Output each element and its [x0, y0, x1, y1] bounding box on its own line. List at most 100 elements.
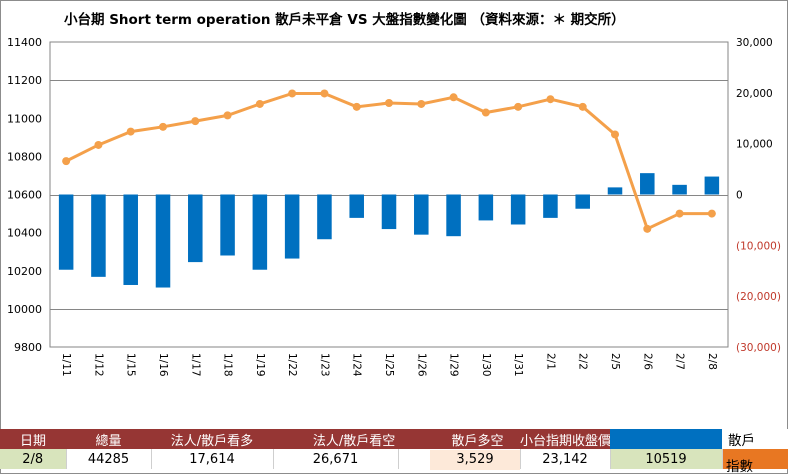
index-point-2/7: [675, 209, 684, 218]
x-tick-label: 2/5: [609, 353, 621, 370]
x-tick-label: 1/24: [351, 353, 363, 377]
x-tick-label: 2/7: [674, 353, 686, 370]
index-point-1/15: [126, 127, 135, 136]
bar-1/24: [349, 194, 364, 218]
bar-1/30: [478, 194, 494, 221]
cell-close: 10519: [610, 449, 723, 469]
index-point-1/22: [288, 89, 297, 98]
x-tick-label: 1/22: [286, 353, 298, 377]
cell-total: 44285: [66, 449, 152, 469]
x-tick-label: 1/26: [415, 353, 427, 377]
bar-2/1: [543, 194, 558, 218]
line-series: [62, 89, 716, 233]
index-point-2/8: [707, 209, 716, 218]
index-point-1/24: [352, 102, 361, 111]
x-axis-ticks: 1/11 1/12 1/15 1/16 1/17 1/18 1/19 1/22 1/23 1/24…: [60, 353, 718, 377]
cell-long-retail: 26,671: [273, 449, 399, 469]
bar-2/5: [607, 187, 623, 195]
bar-1/25: [381, 194, 397, 230]
legend-swatch-index: [722, 449, 788, 469]
left-tick-label: 11000: [7, 112, 42, 125]
bar-1/16: [155, 194, 171, 288]
legend-swatch-retail: [610, 429, 723, 449]
left-tick-label: 10800: [7, 150, 42, 163]
index-point-1/31: [514, 102, 523, 111]
right-tick-label: 20,000: [736, 88, 773, 100]
x-tick-label: 1/15: [125, 353, 137, 377]
bar-2/7: [672, 184, 687, 195]
bar-1/11: [58, 194, 74, 270]
bar-1/23: [317, 194, 332, 240]
left-tick-label: 10400: [7, 227, 42, 240]
bar-1/12: [91, 194, 106, 277]
right-tick-label: 10,000: [736, 139, 773, 151]
plot-area: [49, 41, 729, 348]
index-point-1/25: [385, 99, 393, 107]
x-tick-label: 1/19: [254, 353, 266, 377]
x-tick-label: 1/17: [189, 353, 201, 377]
cell-retail-net: 3,529: [430, 450, 520, 470]
x-tick-label: 1/29: [448, 353, 460, 377]
x-tick-label: 2/1: [544, 353, 556, 370]
x-tick-label: 1/30: [480, 353, 492, 377]
combo-chart: 小台期 Short term operation 散戶未平倉 VS 大盤指數變化…: [7, 11, 781, 377]
right-tick-label: 0: [736, 190, 743, 202]
chart-title: 小台期 Short term operation 散戶未平倉 VS 大盤指數變化…: [64, 11, 625, 28]
bar-2/2: [575, 194, 590, 209]
bar-1/26: [414, 194, 429, 235]
bar-2/6: [640, 173, 655, 195]
bar-2/8: [704, 176, 720, 195]
x-tick-label: 2/8: [706, 353, 718, 370]
header-close: 小台指期收盤價: [520, 429, 611, 449]
index-point-1/30: [481, 108, 490, 117]
table-row: 2/8 44285 17,614 26,671 21,143 23,142 10…: [0, 449, 788, 469]
summary-table: 日期 總量 法人/散戶看多 法人/散戶看空 散戶多空 小台指期收盤價 散戶 2/…: [0, 429, 788, 469]
header-retail-net: 散戶多空: [435, 429, 521, 449]
x-tick-label: 2/6: [641, 353, 653, 370]
index-point-1/11: [62, 157, 71, 166]
right-tick-label: (10,000): [736, 240, 781, 252]
x-tick-label: 1/16: [157, 353, 169, 377]
left-axis-ticks: 11400 11200 11000 10800 10600 10400 10200 10000…: [7, 36, 42, 354]
header-short: 法人/散戶看空: [273, 429, 436, 449]
left-tick-label: 10000: [7, 303, 42, 316]
right-axis-ticks: 30,000 20,000 10,000 0 (10,000) (20,000) (30,0…: [736, 37, 781, 354]
x-tick-label: 1/25: [383, 353, 395, 377]
index-point-2/5: [611, 130, 619, 139]
index-point-1/29: [449, 93, 458, 102]
x-tick-label: 1/18: [222, 353, 234, 377]
legend-label-retail: 散戶: [722, 429, 788, 449]
bar-series: [58, 173, 720, 288]
right-tick-label: (30,000): [736, 342, 781, 354]
bar-1/22: [284, 194, 300, 259]
index-point-1/19: [255, 99, 264, 108]
cell-short-retail: 23,142: [520, 449, 611, 469]
left-tick-label: 10200: [7, 265, 42, 278]
index-point-2/1: [546, 95, 555, 104]
legend-label-index: 指數: [726, 459, 753, 475]
bar-1/29: [446, 194, 461, 237]
bar-1/19: [252, 194, 268, 270]
x-tick-label: 1/31: [512, 353, 524, 377]
index-point-1/12: [94, 140, 103, 149]
right-tick-label: (20,000): [736, 291, 781, 303]
index-point-1/26: [417, 99, 426, 108]
x-tick-label: 1/23: [318, 353, 330, 377]
cell-long-inst: 17,614: [151, 449, 274, 469]
left-tick-label: 11200: [7, 74, 42, 87]
index-point-1/17: [191, 117, 200, 126]
index-point-1/23: [320, 89, 329, 98]
index-point-1/18: [223, 111, 232, 120]
bar-1/18: [220, 194, 235, 256]
bar-1/15: [123, 194, 138, 285]
table-header-row: 日期 總量 法人/散戶看多 法人/散戶看空 散戶多空 小台指期收盤價 散戶: [0, 429, 788, 449]
left-tick-label: 11400: [7, 36, 42, 49]
header-long: 法人/散戶看多: [151, 429, 273, 449]
cell-date: 2/8: [0, 449, 67, 469]
bar-1/17: [188, 194, 203, 263]
x-tick-label: 1/11: [60, 353, 72, 377]
bar-1/31: [510, 194, 526, 225]
right-tick-label: 30,000: [736, 37, 773, 49]
index-point-2/6: [643, 224, 652, 233]
left-tick-label: 9800: [14, 341, 42, 354]
